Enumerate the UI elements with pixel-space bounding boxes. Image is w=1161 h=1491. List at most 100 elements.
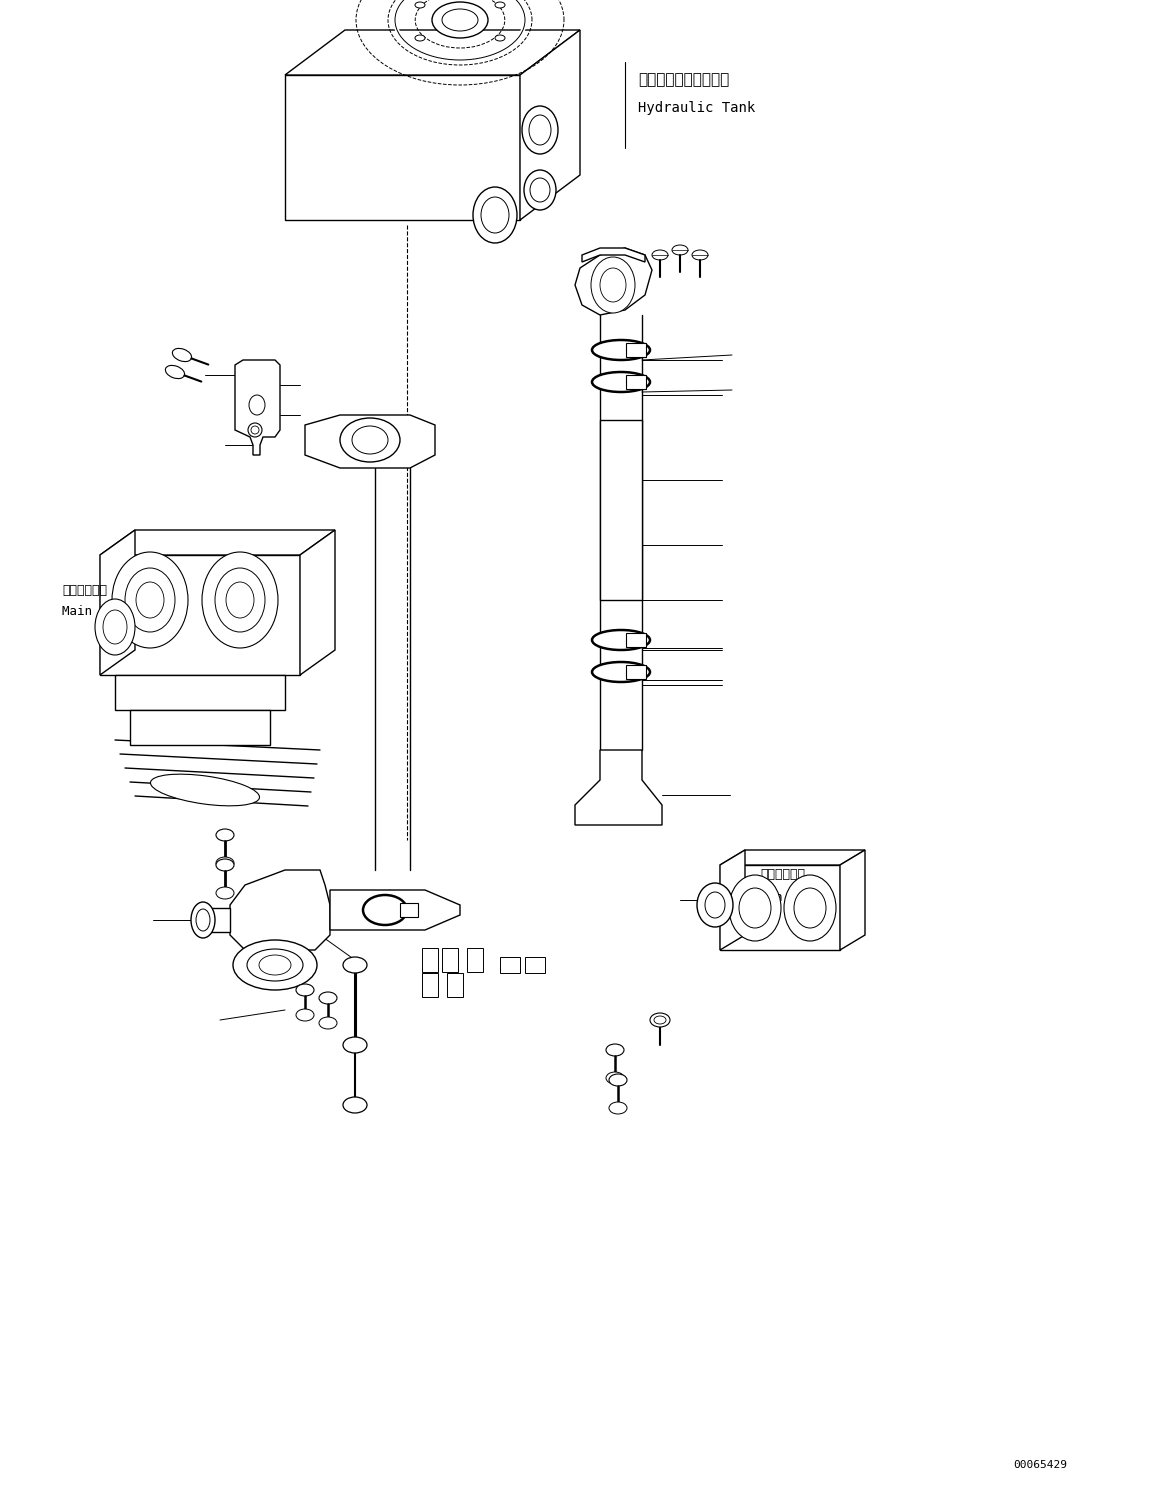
Text: Main Pump: Main Pump — [62, 605, 130, 619]
Ellipse shape — [592, 371, 650, 392]
Ellipse shape — [125, 568, 175, 632]
Ellipse shape — [340, 417, 401, 462]
Ellipse shape — [342, 957, 367, 974]
Ellipse shape — [794, 889, 825, 927]
Text: メインポンプ: メインポンプ — [62, 583, 107, 596]
Polygon shape — [442, 948, 457, 972]
Ellipse shape — [342, 1097, 367, 1112]
Ellipse shape — [259, 956, 291, 975]
Ellipse shape — [654, 1015, 666, 1024]
Ellipse shape — [95, 599, 135, 655]
Ellipse shape — [600, 268, 626, 303]
Ellipse shape — [192, 902, 215, 938]
Ellipse shape — [165, 365, 185, 379]
Ellipse shape — [226, 581, 254, 617]
Polygon shape — [205, 908, 230, 932]
Polygon shape — [100, 555, 300, 675]
Ellipse shape — [705, 892, 724, 918]
Polygon shape — [575, 248, 652, 315]
Text: ファンポンプ: ファンポンプ — [760, 868, 805, 881]
Ellipse shape — [606, 1044, 623, 1056]
Ellipse shape — [202, 552, 277, 649]
Text: Fan Pump: Fan Pump — [760, 892, 820, 905]
Ellipse shape — [414, 34, 425, 40]
Bar — [626, 634, 646, 647]
Polygon shape — [841, 850, 865, 950]
Polygon shape — [300, 529, 336, 675]
Ellipse shape — [151, 774, 260, 805]
Polygon shape — [330, 890, 460, 930]
Bar — [600, 420, 642, 599]
Ellipse shape — [414, 1, 425, 7]
Polygon shape — [447, 974, 463, 997]
Ellipse shape — [248, 395, 265, 414]
Ellipse shape — [652, 250, 668, 259]
Ellipse shape — [592, 631, 650, 650]
Polygon shape — [575, 750, 662, 825]
Text: ハイドロリックタンク: ハイドロリックタンク — [639, 73, 729, 88]
Ellipse shape — [196, 910, 210, 930]
Ellipse shape — [531, 177, 550, 201]
Bar — [626, 665, 646, 678]
Polygon shape — [100, 529, 135, 675]
Ellipse shape — [740, 889, 771, 927]
Ellipse shape — [610, 1074, 627, 1085]
Text: 00065429: 00065429 — [1014, 1460, 1067, 1470]
Polygon shape — [100, 529, 336, 555]
Ellipse shape — [319, 1017, 337, 1029]
Ellipse shape — [495, 34, 505, 40]
Polygon shape — [421, 974, 438, 997]
Ellipse shape — [248, 423, 262, 437]
Ellipse shape — [251, 426, 259, 434]
Ellipse shape — [172, 349, 192, 362]
Ellipse shape — [592, 340, 650, 359]
Polygon shape — [720, 850, 865, 865]
Ellipse shape — [342, 1038, 367, 1053]
Ellipse shape — [591, 256, 635, 313]
Ellipse shape — [216, 887, 235, 899]
Ellipse shape — [784, 875, 836, 941]
Ellipse shape — [296, 1009, 313, 1021]
Ellipse shape — [473, 186, 517, 243]
Ellipse shape — [442, 9, 478, 31]
Polygon shape — [720, 865, 841, 950]
Ellipse shape — [692, 250, 708, 259]
Ellipse shape — [592, 662, 650, 681]
Ellipse shape — [233, 939, 317, 990]
Ellipse shape — [650, 1012, 670, 1027]
Ellipse shape — [697, 883, 733, 927]
Polygon shape — [284, 75, 520, 221]
Ellipse shape — [215, 568, 265, 632]
Text: Hydraulic Tank: Hydraulic Tank — [639, 101, 756, 115]
Polygon shape — [582, 248, 646, 262]
Polygon shape — [520, 30, 580, 221]
Polygon shape — [421, 948, 438, 972]
Polygon shape — [284, 30, 580, 75]
Polygon shape — [115, 675, 284, 710]
Ellipse shape — [522, 106, 558, 154]
Polygon shape — [525, 957, 545, 974]
Ellipse shape — [524, 170, 556, 210]
Ellipse shape — [247, 948, 303, 981]
Ellipse shape — [136, 581, 164, 617]
Ellipse shape — [352, 426, 388, 453]
Bar — [401, 904, 418, 917]
Polygon shape — [235, 359, 280, 455]
Ellipse shape — [319, 992, 337, 1003]
Ellipse shape — [495, 1, 505, 7]
Ellipse shape — [216, 859, 235, 871]
Polygon shape — [305, 414, 435, 468]
Ellipse shape — [606, 1072, 623, 1084]
Polygon shape — [130, 710, 271, 746]
Polygon shape — [720, 850, 745, 950]
Ellipse shape — [363, 895, 408, 924]
Polygon shape — [467, 948, 483, 972]
Ellipse shape — [296, 984, 313, 996]
Polygon shape — [500, 957, 520, 974]
Ellipse shape — [729, 875, 781, 941]
Ellipse shape — [672, 245, 688, 255]
Ellipse shape — [432, 1, 488, 37]
Ellipse shape — [610, 1102, 627, 1114]
Bar — [626, 376, 646, 389]
Ellipse shape — [216, 857, 235, 869]
